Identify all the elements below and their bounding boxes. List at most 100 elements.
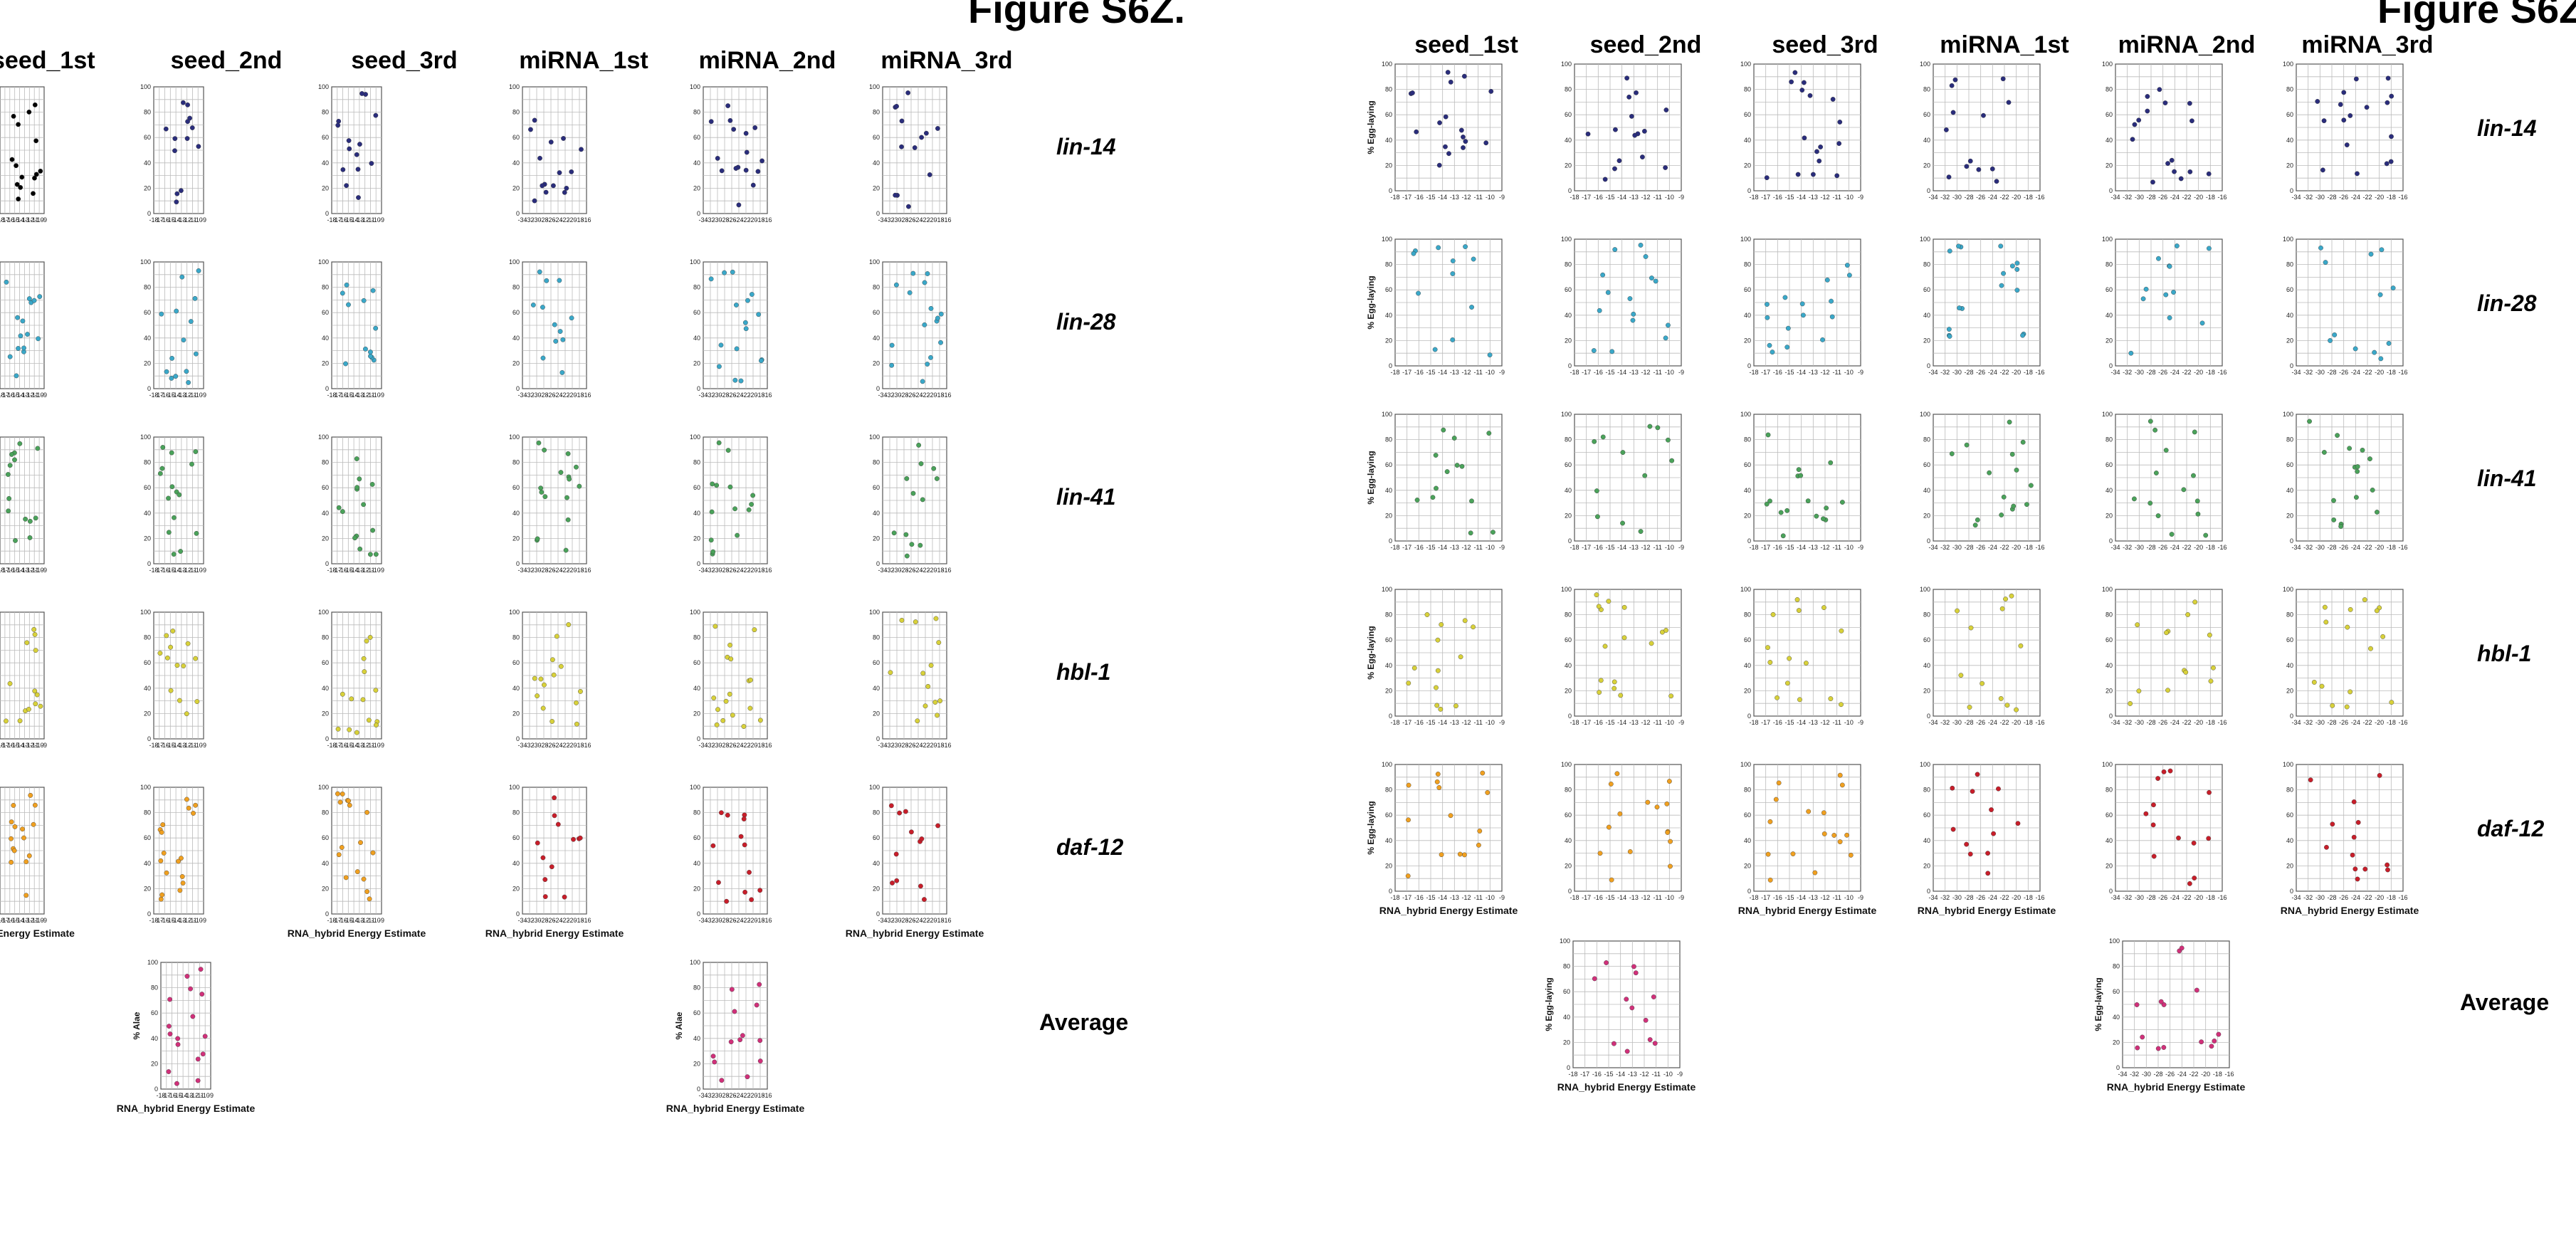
data-point (888, 670, 893, 676)
data-point (2348, 606, 2353, 612)
y-tick-label: 80 (1744, 436, 1751, 443)
data-point (888, 803, 894, 809)
data-point (1634, 90, 1639, 95)
data-point (169, 355, 175, 361)
x-tick-label: -11 (1653, 719, 1661, 726)
x-tick-label: -18 (2206, 194, 2215, 201)
y-tick-label: 0 (516, 210, 520, 217)
data-point (711, 695, 717, 700)
right-col-header-mirna-2nd: miRNA_2nd (2118, 31, 2256, 58)
x-tick-label: -18 (1390, 544, 1399, 551)
data-point (2157, 87, 2162, 93)
x-tick-label: -32 (885, 391, 894, 399)
x-tick-label: -16 (2217, 194, 2227, 201)
data-point (2153, 471, 2159, 475)
x-tick-label: -16 (2035, 194, 2044, 201)
y-tick-label: 100 (2102, 236, 2113, 243)
y-tick-label: 40 (1565, 487, 1572, 494)
x-tick-label: -24 (2170, 544, 2180, 551)
data-point (889, 362, 895, 368)
x-tick-label: -18 (2024, 194, 2033, 201)
x-tick-label: -16 (2217, 894, 2227, 901)
data-point (727, 642, 732, 648)
x-tick-label: -18 (1570, 719, 1579, 726)
data-point (1480, 770, 1486, 776)
left-panel-daf-12-5: 020406080100-34-32-30-28-26-24-22-20-18-… (846, 784, 984, 939)
data-point (1459, 463, 1465, 469)
y-tick-label: 100 (1740, 236, 1751, 243)
left-panel-lin-14-5: 020406080100-34-32-30-28-26-24-22-20-18-… (869, 83, 952, 224)
data-point (1946, 327, 1952, 332)
y-tick-label: 100 (869, 258, 880, 266)
x-tick-label: -12 (1820, 369, 1829, 376)
y-tick-label: 20 (873, 535, 880, 542)
x-tick-label: -24 (2177, 1071, 2187, 1078)
x-tick-label: -15 (166, 917, 175, 924)
data-point (192, 295, 198, 301)
x-tick-label: -20 (2375, 544, 2384, 551)
data-point (730, 269, 735, 275)
left-panel-average-mirna: 020406080100-34-32-30-28-26-24-22-20-18-… (666, 959, 805, 1114)
x-tick-label: -13 (1629, 194, 1639, 201)
data-point (537, 155, 542, 161)
x-tick-label: -17 (1402, 719, 1411, 726)
x-tick-label: -12 (1461, 369, 1471, 376)
y-tick-label: 60 (1565, 286, 1572, 293)
x-tick-label: -18 (149, 567, 158, 574)
x-tick-label: -18 (935, 216, 944, 224)
data-point (749, 502, 755, 507)
data-point (2167, 263, 2172, 269)
x-tick-label: -30 (713, 567, 722, 574)
data-point (722, 270, 727, 275)
x-tick-label: -12 (1461, 194, 1471, 201)
data-point (2147, 500, 2153, 506)
y-tick-label: 20 (2106, 512, 2113, 519)
x-tick-label: -18 (327, 742, 336, 749)
y-tick-label: 0 (1927, 713, 1930, 720)
x-tick-label: -18 (149, 917, 158, 924)
data-point (2192, 876, 2197, 881)
x-tick-label: -30 (892, 567, 901, 574)
data-point (1435, 772, 1441, 777)
data-point (1831, 833, 1837, 838)
data-point (1830, 97, 1836, 102)
x-tick-label: -18 (755, 567, 764, 574)
data-point (368, 350, 373, 354)
data-point (1647, 1037, 1653, 1042)
x-tick-label: -26 (2339, 369, 2348, 376)
data-point (730, 713, 735, 718)
data-point (336, 852, 342, 858)
x-tick-label: -34 (698, 216, 708, 224)
x-tick-label: -24 (553, 742, 562, 749)
x-tick-label: -18 (0, 216, 5, 224)
y-tick-label: 60 (322, 659, 329, 666)
data-point (24, 640, 30, 646)
x-tick-label: -12 (25, 742, 34, 749)
y-tick-label: 80 (1565, 261, 1572, 268)
y-axis-label: % Egg-laying (2093, 977, 2103, 1031)
data-point (920, 497, 925, 503)
x-tick-label: -11 (366, 742, 374, 749)
x-tick-label: -26 (2158, 544, 2167, 551)
y-tick-label: 20 (2113, 1039, 2120, 1046)
data-point (1612, 166, 1617, 172)
x-tick-label: -22 (920, 216, 930, 224)
x-tick-label: -16 (1594, 894, 1603, 901)
data-point (1641, 128, 1647, 134)
x-tick-label: -18 (1749, 719, 1758, 726)
y-tick-label: 60 (512, 134, 520, 141)
data-point (2341, 90, 2347, 95)
x-tick-label: -10 (372, 917, 381, 924)
data-point (2155, 776, 2161, 781)
data-point (364, 889, 370, 894)
data-point (2174, 243, 2180, 248)
data-point (1462, 852, 1467, 858)
data-point (167, 1024, 172, 1029)
x-tick-label: -34 (517, 567, 527, 574)
y-tick-label: 100 (509, 784, 520, 791)
x-tick-label: -34 (698, 391, 708, 399)
data-point (174, 199, 179, 205)
data-point (1802, 80, 1807, 85)
x-tick-label: -13 (354, 917, 364, 924)
data-point (34, 692, 40, 698)
